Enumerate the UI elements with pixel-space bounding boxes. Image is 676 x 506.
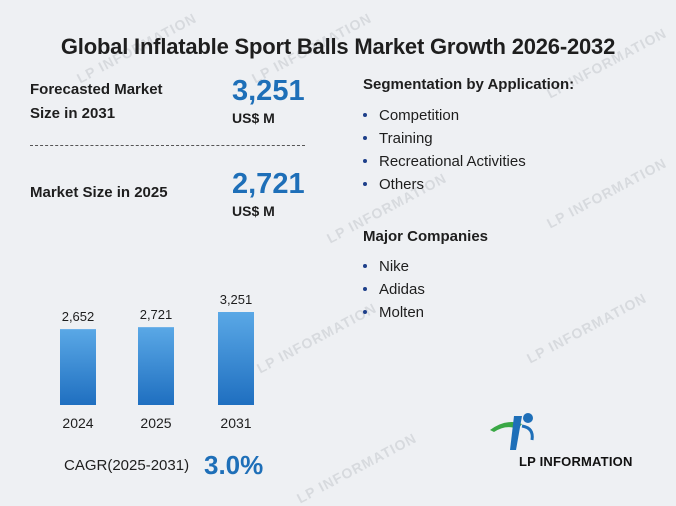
list-item-label: Molten (379, 304, 425, 321)
list-item-label: Competition (379, 107, 460, 124)
current-label: Market Size in 2025 (30, 184, 168, 201)
list-item: Competition (363, 104, 526, 127)
list-item: Training (363, 127, 526, 150)
bullet-icon (363, 113, 367, 117)
divider (30, 145, 305, 146)
list-item-label: Recreational Activities (379, 153, 526, 170)
bullet-icon (363, 310, 367, 314)
bar-2031 (218, 312, 254, 405)
current-unit: US$ M (232, 203, 275, 219)
forecast-label-line2: Size in 2031 (30, 105, 116, 122)
bullet-icon (363, 264, 367, 268)
bullet-icon (363, 136, 367, 140)
list-item-label: Adidas (379, 281, 425, 298)
list-item-label: Others (379, 176, 425, 193)
logo-icon (490, 413, 534, 450)
logo-text: LP INFORMATION (519, 454, 633, 469)
companies-heading: Major Companies (363, 228, 489, 245)
list-item: Nike (363, 255, 425, 278)
segmentation-heading: Segmentation by Application: (363, 76, 575, 93)
bar-2025 (138, 327, 174, 405)
lp-information-logo: LP INFORMATION (488, 410, 658, 474)
forecast-label: Forecasted Market Size in 2031 (30, 78, 163, 126)
forecast-value: 3,251 (232, 75, 305, 107)
list-item: Adidas (363, 278, 425, 301)
forecast-label-line1: Forecasted Market (30, 81, 163, 98)
segmentation-list: Competition Training Recreational Activi… (363, 104, 526, 196)
bullet-icon (363, 287, 367, 291)
x-tick-label: 2031 (220, 415, 251, 431)
x-tick-label: 2025 (140, 415, 171, 431)
bullet-icon (363, 159, 367, 163)
bar-value-label: 3,251 (220, 292, 253, 307)
list-item-label: Training (379, 130, 433, 147)
x-tick-label: 2024 (62, 415, 93, 431)
page-title: Global Inflatable Sport Balls Market Gro… (60, 34, 616, 59)
list-item-label: Nike (379, 258, 410, 275)
bar-value-label: 2,652 (62, 309, 95, 324)
list-item: Recreational Activities (363, 150, 526, 173)
forecast-unit: US$ M (232, 110, 275, 126)
list-item: Molten (363, 301, 425, 324)
list-item: Others (363, 173, 526, 196)
bar-value-label: 2,721 (140, 307, 173, 322)
cagr-value: 3.0% (204, 450, 264, 480)
companies-list: Nike Adidas Molten (363, 255, 425, 324)
bar-2024 (60, 329, 96, 405)
bullet-icon (363, 182, 367, 186)
current-value: 2,721 (232, 168, 305, 200)
cagr-label: CAGR(2025-2031) (64, 457, 190, 474)
